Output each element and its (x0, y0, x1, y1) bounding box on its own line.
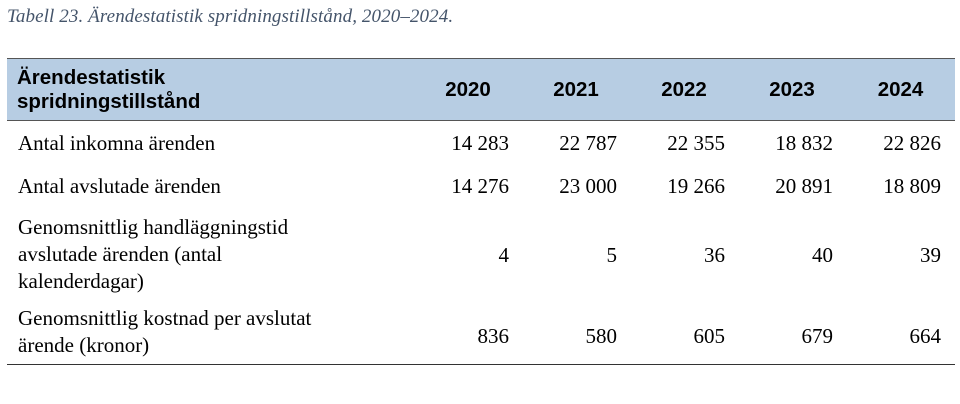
table-cell: 36 (704, 242, 725, 267)
table-cell: 40 (812, 242, 833, 267)
table-cell: 18 832 (775, 130, 833, 155)
header-year-2023: 2023 (738, 58, 846, 121)
table-cell: 836 (414, 300, 522, 365)
table-cell: 664 (846, 300, 955, 365)
header-year-2024: 2024 (846, 58, 955, 121)
table-cell: 580 (522, 300, 630, 365)
table-cell: 19 266 (667, 174, 725, 198)
table-cell: 22 826 (883, 130, 941, 155)
row-label: Antal avslutade ärenden (18, 174, 221, 198)
header-label: Ärendestatistik spridningstillstånd (7, 58, 414, 121)
table-cell: 14 276 (451, 174, 509, 198)
row-label: Genomsnittlig kostnad per avslutat ärend… (7, 300, 414, 365)
table-cell: 23 000 (559, 174, 617, 198)
table-row: Antal inkomna ärenden 14 283 22 787 22 3… (7, 121, 955, 166)
row-label: Genomsnittlig handläggningstid avslutade… (18, 214, 289, 293)
table-row: Genomsnittlig handläggningstid avslutade… (7, 208, 955, 301)
table-row: Antal avslutade ärenden 14 276 23 000 19… (7, 166, 955, 208)
table-cell: 22 355 (667, 130, 725, 155)
table-caption: Tabell 23. Ärendestatistik spridningstil… (7, 6, 454, 27)
header-year-2021: 2021 (522, 58, 630, 121)
table-cell: 4 (498, 242, 510, 267)
table-cell: 605 (630, 300, 738, 365)
table-cell: 5 (606, 242, 618, 267)
table-cell: 679 (738, 300, 846, 365)
header-year-2022: 2022 (630, 58, 738, 121)
table-header-row: Ärendestatistik spridningstillstånd 2020… (7, 58, 955, 121)
statistics-table: Ärendestatistik spridningstillstånd 2020… (7, 58, 955, 365)
table-row: Genomsnittlig kostnad per avslutat ärend… (7, 300, 955, 365)
table-cell: 14 283 (451, 130, 509, 155)
table-cell: 22 787 (559, 130, 617, 155)
row-label: Antal inkomna ärenden (18, 130, 216, 155)
table-cell: 18 809 (883, 174, 941, 198)
header-year-2020: 2020 (414, 58, 522, 121)
table-cell: 20 891 (775, 174, 833, 198)
table-cell: 39 (920, 242, 941, 267)
